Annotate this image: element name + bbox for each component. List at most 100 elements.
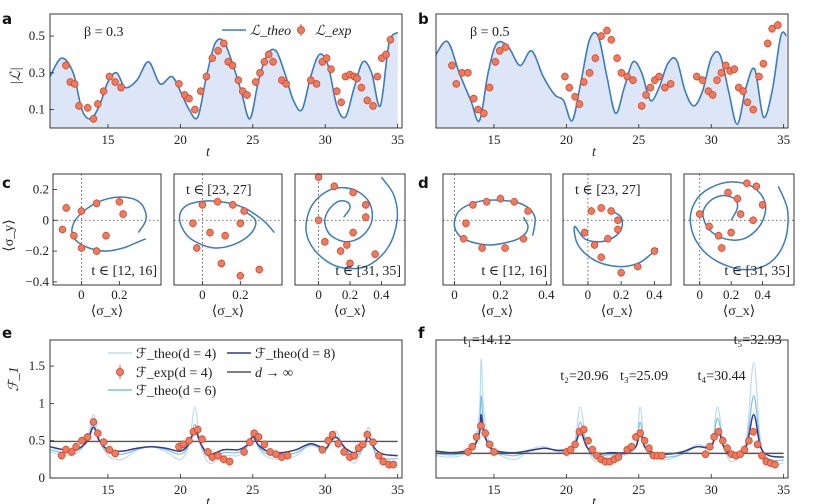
f-exp-point <box>723 444 731 452</box>
d2-exp-point <box>580 228 589 237</box>
e-exp-point <box>340 448 348 456</box>
b-exp-point <box>571 92 579 101</box>
c1-exp-point <box>92 247 101 255</box>
b-exp-point <box>749 105 758 114</box>
c1-theo-curve <box>71 196 147 252</box>
a-exp-point <box>251 78 260 86</box>
f-exp-point <box>477 421 485 430</box>
e-exp-point <box>111 449 119 458</box>
c3-xlabel: ⟨σ_x⟩ <box>334 304 366 319</box>
c2-exp-point <box>198 201 207 209</box>
c1-ylabel: ⟨σ_y⟩ <box>2 219 17 251</box>
b-exp-point <box>661 83 669 92</box>
e-exp-point <box>179 440 188 449</box>
d3-exp-point <box>749 216 757 225</box>
e-exp-point <box>72 442 80 451</box>
b-exp-point <box>774 21 782 29</box>
a-exp-point <box>234 76 243 84</box>
c3-time-window-annotation: t ∈ [31, 35] <box>335 264 401 279</box>
a-exp-point <box>256 69 264 77</box>
a-exp-point <box>228 61 237 70</box>
f-xtick-label: 25 <box>632 482 645 497</box>
e-exp-point <box>260 440 269 449</box>
f-exp-point <box>736 450 744 458</box>
a-exp-point <box>99 87 108 96</box>
b-exp-point <box>768 24 776 33</box>
a-exp-point <box>89 115 98 123</box>
d3-exp-point <box>758 201 767 209</box>
f-exp-point <box>705 442 714 451</box>
f-exp-point <box>481 429 490 438</box>
e-ytick-label: 0.5 <box>29 433 45 448</box>
c2-exp-point <box>206 228 214 237</box>
b-exp-point <box>469 94 478 103</box>
e-exp-point <box>78 436 86 445</box>
c3-exp-point <box>343 241 351 249</box>
f-exp-point <box>753 440 762 449</box>
f-exp-point <box>636 429 645 438</box>
f-exp-point <box>640 436 649 445</box>
legend-d4-label: ℱ_theo(d = 4) <box>136 347 217 362</box>
d2-xtick-label: 0.2 <box>613 287 629 302</box>
d3-xlabel: ⟨σ_x⟩ <box>723 304 755 319</box>
a-ytick-label: 0.1 <box>29 102 45 117</box>
a-exp-point <box>214 46 222 55</box>
c2-xlabel: ⟨σ_x⟩ <box>212 304 244 319</box>
f-exp-point <box>468 442 477 451</box>
e-exp-point <box>350 451 358 460</box>
b-xtick-label: 35 <box>777 132 790 147</box>
a-exp-point <box>191 105 199 114</box>
a-exp-point <box>202 72 211 81</box>
c3-xtick-label: 0.2 <box>342 287 358 302</box>
d1-xtick-label: 0.4 <box>538 287 555 302</box>
d3-exp-point <box>714 231 723 240</box>
b-exp-point <box>452 80 461 88</box>
legend-d6-label: ℱ_theo(d = 6) <box>136 384 217 399</box>
d1-exp-point <box>524 207 532 215</box>
a-frame <box>49 13 403 129</box>
c3-xtick-label: 0.4 <box>373 287 390 302</box>
c2-xtick-label: 0 <box>199 287 206 302</box>
f-exp-point <box>701 450 710 458</box>
d2-frame <box>562 173 672 286</box>
f-exp-point <box>710 433 718 441</box>
d1-exp-point <box>459 234 468 243</box>
c3-xtick-label: 0 <box>315 287 322 302</box>
a-ytick-label: 0.5 <box>29 28 45 43</box>
d2-exp-point <box>650 247 659 255</box>
c1-exp-point <box>92 199 101 208</box>
d2-exp-point <box>617 268 625 277</box>
c1-xlabel: ⟨σ_x⟩ <box>91 304 123 319</box>
c2-exp-point <box>217 259 226 268</box>
f-exp-point <box>472 433 481 441</box>
b-theo-fill <box>436 32 787 128</box>
c1-xtick-label: 0.2 <box>111 287 127 302</box>
c1-exp-point <box>77 244 86 252</box>
b-exp-point <box>474 105 482 114</box>
f-exp-point <box>579 425 588 434</box>
c3-exp-point <box>371 250 379 258</box>
c1-exp-point <box>77 207 86 215</box>
b-exp-point <box>485 83 494 92</box>
c2-exp-point <box>192 244 201 252</box>
d3-exp-point <box>736 210 745 218</box>
d2-xlabel: ⟨σ_x⟩ <box>601 304 633 319</box>
d2-exp-point <box>587 207 596 215</box>
d3-exp-point <box>705 222 713 231</box>
c1-frame <box>52 173 162 286</box>
b-exp-point <box>646 83 655 92</box>
e-exp-point <box>254 433 263 441</box>
c1-time-window-annotation: t ∈ [12, 16] <box>91 264 157 279</box>
f-exp-point <box>749 427 758 436</box>
f-frame <box>435 339 789 479</box>
legend-ab: ℒ_theo ℒ_exp <box>222 24 352 39</box>
d1-exp-point <box>501 244 509 252</box>
e-exp-point <box>246 438 254 446</box>
legend-d8-label: ℱ_theo(d = 8) <box>255 347 336 362</box>
e-exp-point <box>225 457 234 466</box>
b-exp-point <box>763 39 772 48</box>
d2-exp-point <box>614 225 622 234</box>
b-exp-point <box>579 78 588 86</box>
f-exp-point <box>614 453 623 461</box>
f-exp-point <box>758 451 766 460</box>
